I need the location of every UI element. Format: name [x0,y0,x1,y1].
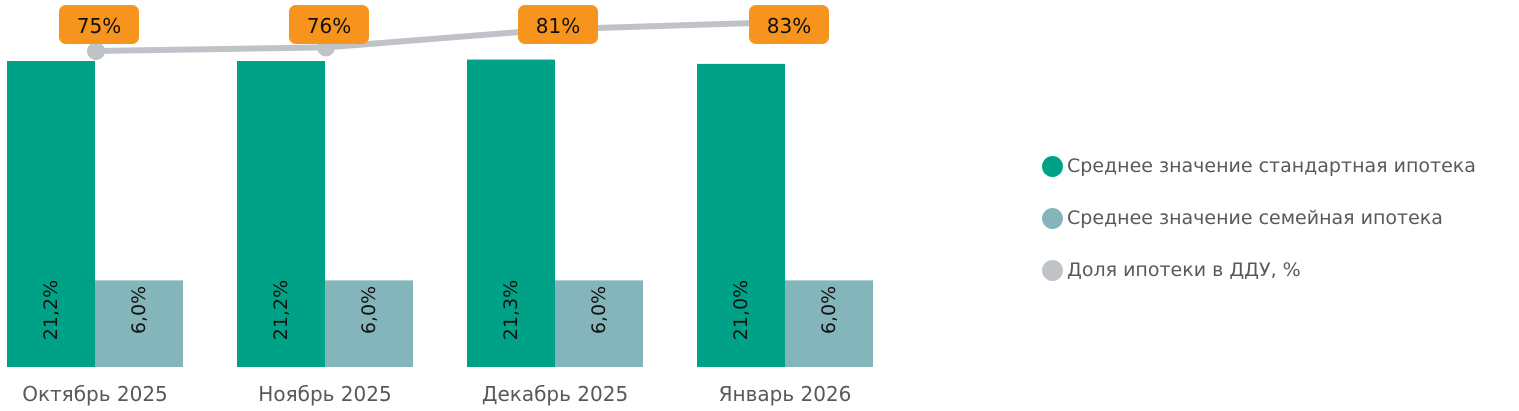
category-axis: Октябрь 2025 Ноябрь 2025 Декабрь 2025 Январ… [22,382,851,406]
bar-family[interactable] [785,280,873,367]
line-value-badge [59,5,139,44]
bar-value-label: 6,0% [358,286,380,334]
bar-family[interactable] [95,280,183,367]
bar-standard[interactable] [7,61,95,367]
line-value-label: 76% [307,14,351,38]
category-label: Ноябрь 2025 [258,382,391,406]
line-value-badge [289,5,369,44]
bar-family[interactable] [555,280,643,367]
line-value-badge [518,5,598,44]
bar-value-label: 21,3% [500,280,522,340]
category-label: Декабрь 2025 [482,382,628,406]
legend-item-family[interactable]: Среднее значение семейная ипотека [1042,192,1476,244]
bar-standard[interactable] [467,59,555,367]
bar-value-label: 6,0% [818,286,840,334]
share-line [95,19,787,54]
legend-label: Доля ипотеки в ДДУ, % [1067,259,1301,281]
bar-value-label: 21,2% [40,280,62,340]
legend-marker-icon [1042,155,1063,177]
legend: Среднее значение стандартная ипотека Сре… [1042,140,1476,296]
line-value-label: 81% [536,14,580,38]
bar-value-label: 6,0% [588,286,610,334]
legend-marker-icon [1042,259,1063,281]
line-value-label: 83% [767,14,811,38]
bar-value-label: 21,2% [270,280,292,340]
bar-value-label: 21,0% [730,280,752,340]
bar-standard[interactable] [237,61,325,367]
bar-value-label: 6,0% [128,286,150,334]
category-label: Октябрь 2025 [22,382,168,406]
bar-standard[interactable] [697,63,785,368]
bar-family[interactable] [325,280,413,367]
legend-label: Среднее значение семейная ипотека [1067,207,1443,229]
category-label: Январь 2026 [719,382,852,406]
legend-item-share[interactable]: Доля ипотеки в ДДУ, % [1042,244,1476,296]
bars-layer: 21,2% 6,0% 21,2% 6,0% 21,3% 6,0% 21,0% 6,0% [7,59,873,368]
line-point-marker[interactable] [87,42,105,60]
line-value-badge [749,5,829,44]
legend-item-standard[interactable]: Среднее значение стандартная ипотека [1042,140,1476,192]
legend-label: Среднее значение стандартная ипотека [1067,155,1476,177]
line-layer: 75% 76% 81% 83% [59,5,829,60]
legend-marker-icon [1042,207,1063,229]
line-value-label: 75% [77,14,121,38]
